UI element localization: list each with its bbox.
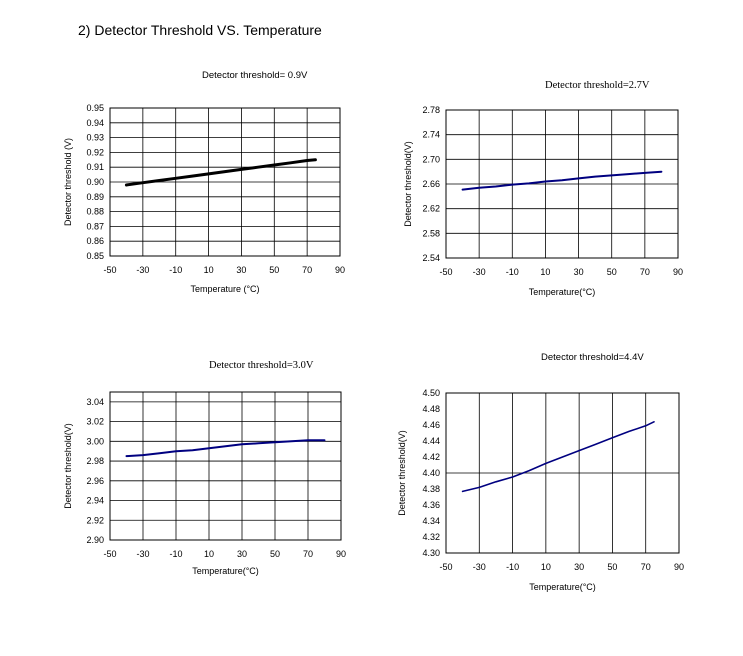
x-tick-label: 10 [541,562,551,572]
x-tick-label: -50 [103,265,116,275]
y-tick-label: 0.88 [86,207,104,217]
x-axis-label: Temperature (°C) [190,284,259,294]
x-axis-label: Temperature(°C) [529,287,596,297]
y-tick-label: 4.46 [422,420,440,430]
plot-frame [109,107,341,257]
y-tick-label: 2.62 [422,204,440,214]
y-tick-label: 3.04 [86,397,104,407]
x-tick-label: -30 [136,265,149,275]
series-line [461,170,663,191]
chart-title: Detector threshold= 0.9V [202,70,308,81]
x-axis-label: Temperature(°C) [529,582,596,592]
x-tick-label: -30 [473,562,486,572]
y-tick-label: 2.70 [422,154,440,164]
x-tick-label: 70 [302,265,312,275]
x-tick-label: 10 [204,549,214,559]
x-tick-label: 90 [335,265,345,275]
x-tick-label: 30 [236,265,246,275]
chart-1: Detector threshold= 0.9V 0.85 0.86 0.87 0.88… [63,70,345,294]
y-tick-label: 0.93 [86,133,104,143]
x-tick-label: 30 [574,267,584,277]
y-tick-label: 4.48 [422,404,440,414]
y-tick-label: 2.74 [422,130,440,140]
x-tick-label: 70 [303,549,313,559]
y-tick-label: 4.32 [422,532,440,542]
y-tick-label: 4.50 [422,388,440,398]
chart-2: Detector threshold=2.7V 2.54 2.58 2.62 2.66 2… [403,80,683,297]
y-tick-label: 4.42 [422,452,440,462]
x-tick-label: 50 [607,267,617,277]
x-tick-label: 70 [641,562,651,572]
y-tick-label: 2.96 [86,476,104,486]
series-line [461,420,655,493]
y-tick-label: 4.44 [422,436,440,446]
series-line [125,439,326,458]
y-tick-label: 2.54 [422,253,440,263]
x-tick-label: -50 [103,549,116,559]
x-tick-label: 90 [336,549,346,559]
plot-frame [445,109,679,259]
x-tick-label: -30 [473,267,486,277]
x-tick-label: -10 [506,562,519,572]
y-axis-label: Detector threshold (V) [63,138,73,226]
x-axis-label: Temperature(°C) [192,566,259,576]
y-tick-label: 0.92 [86,147,104,157]
x-tick-label: 50 [607,562,617,572]
series-line [124,158,317,187]
x-tick-label: 30 [574,562,584,572]
plot-frame [109,391,342,541]
x-tick-label: 50 [270,549,280,559]
x-tick-label: -50 [439,562,452,572]
chart-3: Detector threshold=3.0V 2.90 2.92 2.94 2.96 2… [63,360,346,576]
chart-title: Detector threshold=4.4V [541,352,644,363]
page-title: 2) Detector Threshold VS. Temperature [78,22,322,38]
y-tick-label: 4.38 [422,484,440,494]
y-tick-label: 0.90 [86,177,104,187]
x-tick-label: -30 [136,549,149,559]
y-tick-label: 2.98 [86,456,104,466]
x-tick-label: 90 [674,562,684,572]
plot-frame [445,392,680,554]
x-tick-label: 90 [673,267,683,277]
y-axis-label: Detector threshold(V) [63,423,73,509]
y-tick-label: 0.89 [86,192,104,202]
y-tick-label: 4.40 [422,468,440,478]
y-tick-label: 4.34 [422,516,440,526]
y-tick-label: 0.87 [86,221,104,231]
y-tick-label: 2.66 [422,179,440,189]
y-tick-label: 3.00 [86,436,104,446]
y-tick-label: 0.91 [86,162,104,172]
x-tick-label: 70 [640,267,650,277]
y-tick-label: 0.95 [86,103,104,113]
y-tick-label: 2.58 [422,228,440,238]
y-tick-label: 2.94 [86,496,104,506]
y-tick-label: 2.92 [86,515,104,525]
x-tick-label: 50 [269,265,279,275]
chart-title: Detector threshold=3.0V [209,360,314,371]
x-tick-label: -10 [169,265,182,275]
x-tick-label: -10 [169,549,182,559]
y-tick-label: 0.94 [86,118,104,128]
y-tick-label: 2.78 [422,105,440,115]
chart-title: Detector threshold=2.7V [545,80,650,91]
x-tick-label: 30 [237,549,247,559]
y-axis-label: Detector threshold(V) [397,430,407,516]
y-tick-label: 3.02 [86,417,104,427]
chart-4: Detector threshold=4.4V 4.30 4.32 4.34 4.36 4… [397,352,684,592]
y-tick-label: 4.36 [422,500,440,510]
y-tick-label: 0.85 [86,251,104,261]
x-tick-label: 10 [204,265,214,275]
y-tick-label: 0.86 [86,236,104,246]
x-tick-label: 10 [540,267,550,277]
y-axis-label: Detector threshold(V) [403,141,413,227]
x-tick-label: -10 [506,267,519,277]
x-tick-label: -50 [439,267,452,277]
y-tick-label: 2.90 [86,535,104,545]
y-tick-label: 4.30 [422,548,440,558]
